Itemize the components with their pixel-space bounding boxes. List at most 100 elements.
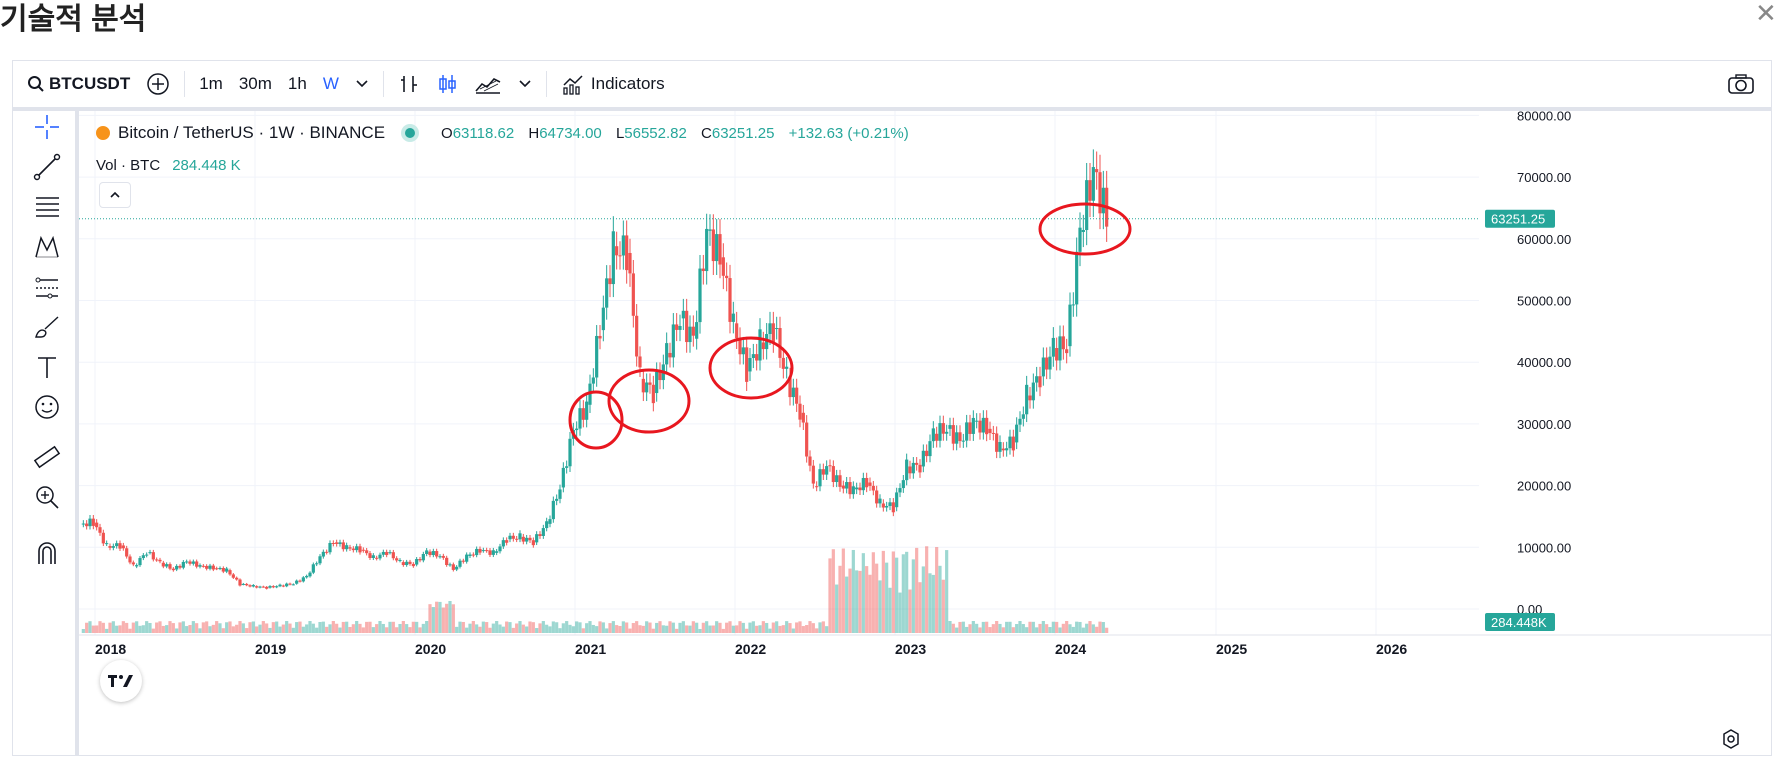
candle-body [1071,304,1075,306]
volume-bar [595,626,599,633]
indicators-button[interactable]: Indicators [553,61,673,107]
text-tool[interactable] [31,351,63,383]
volume-bar [701,622,705,633]
candle-body [1095,169,1099,173]
candle-body [1058,336,1062,361]
volume-bar [111,621,115,633]
volume-bar [1018,621,1022,633]
candle-body [1008,436,1012,449]
candle-body [1011,436,1015,451]
volume-bar [1045,624,1049,633]
candle-body [378,554,382,559]
volume-bar [421,623,425,633]
volume-bar [391,621,395,633]
volume-bar [81,629,85,633]
candle-body [871,485,875,491]
volume-bar [525,626,529,633]
candle-body [681,310,685,319]
volume-bar [168,621,172,633]
add-symbol-button[interactable] [138,61,178,107]
screenshot-button[interactable] [1719,61,1771,107]
candle-body [1061,336,1065,350]
trend-line-tool[interactable] [31,151,63,183]
candle-body [835,475,839,483]
annotation-circle [607,368,691,434]
camera-icon [1728,74,1754,94]
candle-body [308,572,312,577]
volume-bar [235,624,239,633]
candle-body [605,278,609,308]
candle-body [628,252,632,274]
volume-bar [495,621,499,633]
volume-bar [411,621,415,633]
volume-bar [1061,623,1065,633]
fib-tool[interactable] [31,191,63,223]
candle-body [685,310,689,343]
interval-dropdown[interactable] [347,61,377,107]
interval-1m[interactable]: 1m [199,74,223,93]
close-icon[interactable]: ✕ [1755,0,1777,28]
volume-bar [921,566,925,633]
volume-bar [885,562,889,633]
trend-line-icon [33,153,61,181]
volume-bar [478,626,482,633]
bars-style-button[interactable] [390,61,428,107]
volume-bar [1081,627,1085,633]
forecast-tool[interactable] [31,271,63,303]
crosshair-tool[interactable] [31,111,63,143]
symbol-search-button[interactable]: BTCUSDT [13,61,138,107]
candle-body [168,564,172,569]
volume-bar [988,627,992,633]
volume-bar [838,565,842,633]
brush-tool[interactable] [31,311,63,343]
x-tick-label: 2023 [895,641,926,657]
volume-bar [318,621,322,633]
candle-body [135,565,139,567]
volume-bar [121,621,125,633]
candle-body [1101,187,1105,214]
x-tick-label: 2024 [1055,641,1086,657]
area-style-button[interactable] [466,61,510,107]
emoji-tool[interactable] [31,391,63,423]
candle-body [551,500,555,520]
volume-bar [88,621,92,633]
candle-body [151,552,155,560]
zoom-tool[interactable] [31,481,63,513]
tradingview-logo[interactable] [100,660,142,702]
candle-body [285,583,289,587]
volume-bar [695,622,699,633]
volume-bar [1001,627,1005,633]
candle-body [918,464,922,473]
collapse-legend-button[interactable] [99,182,131,208]
interval-w[interactable]: W [315,61,347,107]
candle-body [148,552,152,554]
chart-settings-button[interactable] [1720,728,1742,750]
volume-bar [955,627,959,633]
candle-body [85,523,89,527]
candle-body [398,560,402,562]
candle-body [165,564,169,567]
chart-style-dropdown[interactable] [510,61,540,107]
candles-style-button[interactable] [428,61,466,107]
ruler-tool[interactable] [31,441,63,473]
price-chart[interactable]: 80000.00 70000.00 60000.00 50000.00 40000.00… [79,111,1771,755]
volume-bar [415,621,419,633]
candle-body [731,313,735,322]
volume-bar [828,558,832,633]
candle-body [248,585,252,587]
candle-body [741,347,745,355]
pattern-tool[interactable] [31,231,63,263]
volume-bar [291,627,295,633]
interval-30m[interactable]: 30m [238,74,272,93]
change-value: +132.63 (+0.21%) [788,124,909,142]
magnet-tool[interactable] [31,537,63,569]
volume-bar [1048,627,1052,633]
interval-1h[interactable]: 1h [287,74,307,93]
candle-body [978,420,982,433]
candle-body [91,518,95,526]
page-title: 기술적 분석 [0,3,147,36]
forecast-icon [35,277,58,299]
legend-title: Bitcoin / TetherUS · 1W · BINANCE [118,123,386,142]
candle-body [928,441,932,457]
candle-body [155,559,159,561]
